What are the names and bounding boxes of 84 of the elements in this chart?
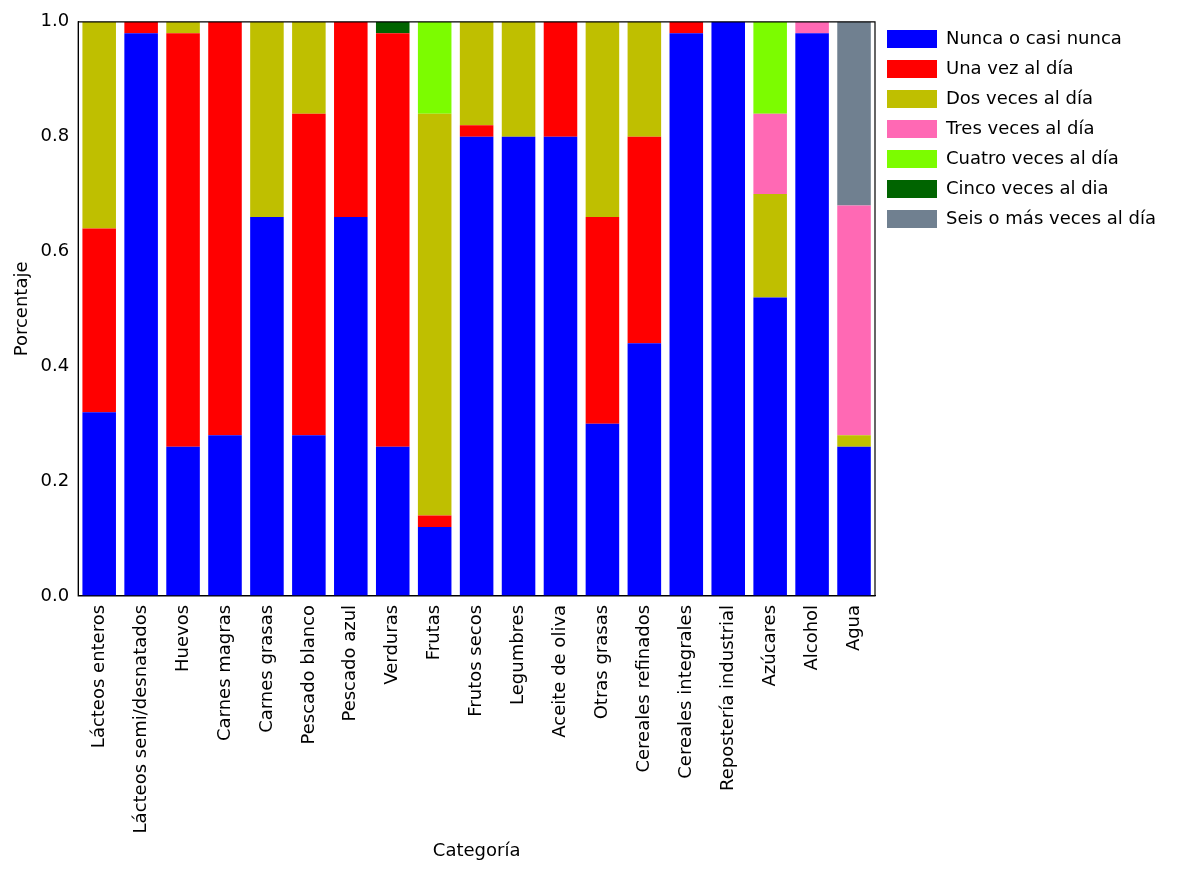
y-tick-label: 1.0 [40,9,70,31]
x-tick-label: Carnes magras [212,604,234,742]
bar [375,446,410,596]
legend-label: Dos veces al día [946,86,1093,108]
bar [543,136,578,596]
legend-label: Una vez al día [946,56,1074,78]
bar [753,113,787,195]
bar [627,136,662,344]
bar [375,33,410,447]
bar [166,33,200,447]
bar [753,21,787,114]
y-tick-label: 0.0 [40,583,70,605]
bar [753,297,787,596]
bar [417,527,452,596]
bar [837,446,871,596]
bar [543,21,578,137]
bar [375,21,410,34]
bar [501,136,536,596]
x-tick-label: Agua [841,604,863,652]
bar [417,515,452,528]
bar [334,21,368,217]
x-tick-label: Frutas [422,604,444,661]
x-tick-label: Pescado blanco [296,604,318,745]
x-axis-title: Categoría [432,838,521,860]
x-tick-label: Legumbres [506,604,528,705]
bar [334,217,368,596]
bar [292,21,326,114]
bar [501,21,536,137]
x-tick-label: Lácteos semi/desnatados [128,604,150,834]
bar [837,21,871,206]
bar [208,435,242,596]
bar [585,423,620,596]
x-tick-label: Verduras [380,604,402,685]
legend-label: Tres veces al día [945,116,1095,138]
legend-label: Nunca o casi nunca [946,26,1122,48]
bar [124,21,158,34]
bar [585,21,620,217]
legend-label: Cinco veces al dia [946,176,1109,198]
bar [292,435,326,596]
x-tick-label: Azúcares [757,604,779,687]
legend-label: Cuatro veces al día [946,146,1119,168]
bar [208,21,242,436]
bar [82,228,116,413]
x-tick-label: Cereales refinados [632,604,654,773]
bar [669,33,704,596]
bar [837,435,871,447]
x-tick-label: Carnes grasas [254,604,276,733]
bar [417,113,452,516]
bar [166,446,200,596]
x-tick-label: Lácteos enteros [86,604,108,749]
bar [459,21,494,126]
y-tick-label: 0.8 [40,124,70,146]
y-tick-label: 0.2 [40,468,70,490]
bar [753,194,787,298]
bar [627,21,662,137]
x-tick-label: Alcohol [799,604,821,671]
bar [585,217,620,424]
x-tick-label: Repostería industrial [715,604,737,791]
bar [250,21,284,217]
bar [166,21,200,34]
bar [795,21,829,34]
bar [82,412,116,596]
bar [627,343,662,596]
bar [292,113,326,436]
x-tick-label: Frutos secos [464,604,486,717]
x-tick-label: Pescado azul [338,604,360,722]
bar [250,217,284,596]
bar [837,205,871,436]
legend-label: Seis o más veces al día [946,206,1157,228]
bar [459,136,494,596]
bar [669,21,704,34]
bar [711,21,745,596]
bar [795,33,829,596]
x-tick-label: Otras grasas [590,604,612,720]
x-tick-label: Cereales integrales [673,604,695,779]
y-axis-title: Porcentaje [10,261,32,357]
y-tick-label: 0.4 [40,353,70,375]
x-tick-label: Huevos [170,604,192,672]
bar [417,21,452,114]
bar [124,33,158,596]
x-tick-label: Aceite de oliva [548,604,570,738]
bar [459,125,494,137]
bar [82,21,116,229]
y-tick-label: 0.6 [40,239,70,261]
